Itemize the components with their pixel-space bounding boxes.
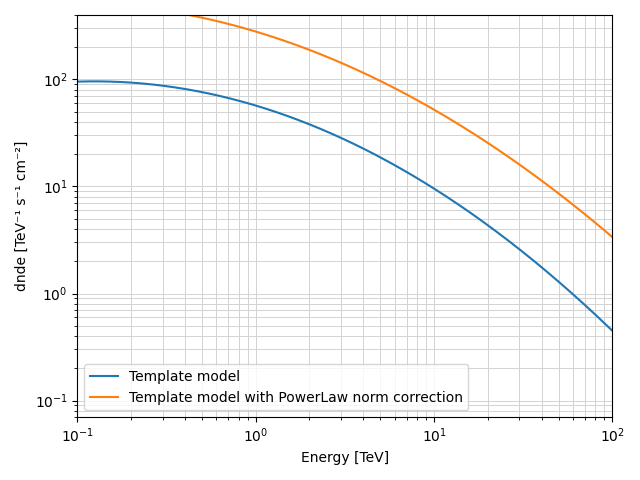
Template model with PowerLaw norm correction [609, 234, 616, 240]
Template model with PowerLaw norm correction [290, 41, 298, 47]
Template model with PowerLaw norm correction [74, 0, 81, 6]
Template model [501, 235, 509, 241]
Template model with PowerLaw norm correction [500, 151, 508, 157]
Template model [310, 123, 317, 129]
Line: Template model with PowerLaw norm correction: Template model with PowerLaw norm correc… [77, 3, 612, 237]
Template model [609, 328, 616, 334]
Legend: Template model, Template model with PowerLaw norm correction: Template model, Template model with Powe… [84, 364, 468, 410]
X-axis label: Energy [TeV]: Energy [TeV] [301, 451, 389, 465]
Template model [74, 79, 81, 84]
Template model [291, 116, 298, 121]
Template model with PowerLaw norm correction [309, 48, 317, 54]
Template model [442, 193, 449, 199]
Template model with PowerLaw norm correction [128, 3, 136, 9]
Template model [129, 80, 136, 85]
Y-axis label: dnde [TeV⁻¹ s⁻¹ cm⁻²]: dnde [TeV⁻¹ s⁻¹ cm⁻²] [15, 141, 29, 291]
Line: Template model: Template model [77, 81, 612, 331]
Template model with PowerLaw norm correction [491, 144, 499, 150]
Template model [492, 228, 499, 234]
Template model [91, 78, 99, 84]
Template model with PowerLaw norm correction [441, 113, 449, 119]
